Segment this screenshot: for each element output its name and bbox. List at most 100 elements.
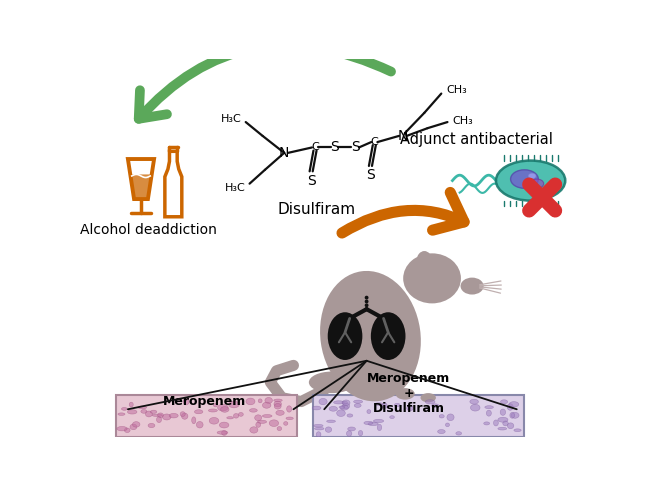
Ellipse shape xyxy=(333,401,344,404)
Ellipse shape xyxy=(470,399,478,404)
Ellipse shape xyxy=(364,296,368,300)
Ellipse shape xyxy=(213,403,217,407)
Text: N: N xyxy=(279,146,289,160)
Ellipse shape xyxy=(327,420,336,423)
Ellipse shape xyxy=(437,430,445,434)
Ellipse shape xyxy=(182,413,188,419)
Ellipse shape xyxy=(500,409,506,415)
Ellipse shape xyxy=(229,401,240,408)
Ellipse shape xyxy=(511,170,538,188)
FancyBboxPatch shape xyxy=(313,395,525,437)
Ellipse shape xyxy=(447,414,454,421)
Text: C: C xyxy=(311,142,319,153)
Ellipse shape xyxy=(329,407,338,411)
Ellipse shape xyxy=(234,413,239,418)
Ellipse shape xyxy=(364,421,373,425)
Ellipse shape xyxy=(183,398,189,405)
Ellipse shape xyxy=(169,413,178,418)
Ellipse shape xyxy=(367,409,371,413)
Ellipse shape xyxy=(368,422,378,426)
Ellipse shape xyxy=(265,397,272,404)
Ellipse shape xyxy=(287,406,292,412)
Ellipse shape xyxy=(342,403,350,409)
Ellipse shape xyxy=(485,406,493,409)
Ellipse shape xyxy=(503,421,508,426)
Ellipse shape xyxy=(162,414,171,420)
Ellipse shape xyxy=(180,412,185,416)
Ellipse shape xyxy=(121,408,127,410)
Ellipse shape xyxy=(277,427,282,431)
Ellipse shape xyxy=(417,251,432,270)
Ellipse shape xyxy=(498,427,507,430)
Ellipse shape xyxy=(274,404,281,409)
Ellipse shape xyxy=(227,417,234,419)
Text: Meropenem: Meropenem xyxy=(163,395,246,408)
Ellipse shape xyxy=(340,405,348,410)
Text: Disulfiram: Disulfiram xyxy=(278,202,356,217)
Ellipse shape xyxy=(446,423,450,427)
FancyArrowPatch shape xyxy=(139,46,391,119)
Ellipse shape xyxy=(274,401,281,407)
Ellipse shape xyxy=(315,427,324,430)
Ellipse shape xyxy=(152,414,162,416)
Ellipse shape xyxy=(337,410,346,416)
Text: S: S xyxy=(330,140,339,155)
Ellipse shape xyxy=(371,312,405,360)
Ellipse shape xyxy=(262,414,272,417)
Ellipse shape xyxy=(354,400,362,403)
Ellipse shape xyxy=(313,424,323,427)
Ellipse shape xyxy=(118,413,125,415)
Text: S: S xyxy=(307,174,315,188)
Ellipse shape xyxy=(507,404,513,410)
Ellipse shape xyxy=(431,404,439,408)
Text: Adjunct antibacterial: Adjunct antibacterial xyxy=(400,132,553,147)
Text: S: S xyxy=(351,140,360,155)
Ellipse shape xyxy=(425,400,435,404)
Ellipse shape xyxy=(484,422,490,425)
Ellipse shape xyxy=(274,399,282,402)
Text: S: S xyxy=(366,168,375,182)
Ellipse shape xyxy=(339,406,345,409)
Ellipse shape xyxy=(407,406,413,411)
Ellipse shape xyxy=(498,417,508,422)
FancyArrowPatch shape xyxy=(342,192,464,233)
Ellipse shape xyxy=(319,398,327,405)
Ellipse shape xyxy=(150,410,157,413)
Ellipse shape xyxy=(327,312,362,360)
Ellipse shape xyxy=(148,423,155,428)
Ellipse shape xyxy=(255,415,262,421)
Ellipse shape xyxy=(250,409,257,412)
Text: C: C xyxy=(370,137,378,147)
Ellipse shape xyxy=(493,420,499,426)
Ellipse shape xyxy=(320,271,421,401)
Ellipse shape xyxy=(146,411,152,417)
Ellipse shape xyxy=(496,161,565,201)
Ellipse shape xyxy=(501,400,508,404)
Ellipse shape xyxy=(250,427,258,433)
FancyBboxPatch shape xyxy=(116,395,297,437)
Ellipse shape xyxy=(221,407,229,412)
Polygon shape xyxy=(131,174,151,199)
Ellipse shape xyxy=(348,427,356,431)
Ellipse shape xyxy=(262,402,271,408)
Ellipse shape xyxy=(124,428,130,433)
Text: Meropenem
+
Disulfiram: Meropenem + Disulfiram xyxy=(367,372,451,415)
Text: N: N xyxy=(398,129,408,143)
Ellipse shape xyxy=(258,399,262,403)
Ellipse shape xyxy=(130,402,134,407)
Ellipse shape xyxy=(286,417,293,420)
Ellipse shape xyxy=(354,404,361,408)
Ellipse shape xyxy=(364,300,368,303)
Ellipse shape xyxy=(511,412,519,418)
Ellipse shape xyxy=(117,427,127,431)
Ellipse shape xyxy=(530,179,544,188)
Ellipse shape xyxy=(510,412,515,418)
Ellipse shape xyxy=(138,406,146,409)
Ellipse shape xyxy=(403,253,461,303)
Ellipse shape xyxy=(346,431,352,436)
Ellipse shape xyxy=(309,372,355,393)
Ellipse shape xyxy=(507,423,514,429)
Ellipse shape xyxy=(421,393,436,402)
Text: Alcohol deaddiction: Alcohol deaddiction xyxy=(81,223,217,237)
Ellipse shape xyxy=(395,388,415,400)
